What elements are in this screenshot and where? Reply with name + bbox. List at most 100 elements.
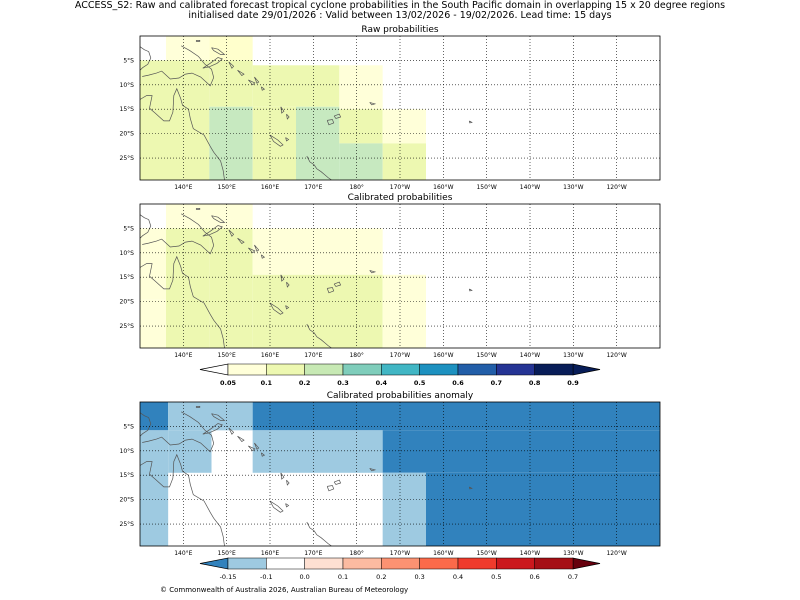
probability-cell: [382, 109, 426, 144]
map-content: [140, 204, 660, 348]
island-outline: [280, 472, 285, 480]
colorbar-tick-label: 0.4: [376, 379, 388, 387]
colorbar-tick-label: 0.9: [567, 379, 579, 387]
island-outline: [286, 281, 290, 288]
lat-tick-label: 10°S: [120, 448, 135, 455]
island-outline: [228, 229, 235, 237]
map-frame: [139, 401, 661, 547]
colorbar-tick-label: 0.5: [414, 379, 426, 387]
map-content: [140, 36, 660, 180]
island-outline: [326, 287, 335, 294]
colorbar-tick-label: 0.6: [529, 573, 539, 581]
island-outline: [285, 503, 290, 508]
island-outline: [248, 247, 256, 254]
coastline: [306, 155, 332, 180]
colorbar-segment: [534, 363, 574, 376]
island-outline: [254, 244, 260, 252]
colorbar-segment: [266, 557, 305, 570]
colorbar-tick-label: 0.1: [261, 379, 273, 387]
island-outline: [228, 61, 235, 69]
probability-cell: [140, 60, 166, 180]
probability-cell: [382, 143, 426, 180]
lon-tick-label: 170°W: [390, 550, 410, 557]
probability-cell: [209, 60, 253, 107]
lon-tick-label: 180°: [349, 550, 363, 557]
lat-tick-label: 10°S: [120, 82, 135, 89]
probability-cell: [166, 204, 253, 229]
probability-cell: [252, 430, 383, 473]
colorbar-segment: [304, 557, 344, 570]
island-outline: [269, 500, 284, 513]
lon-tick-label: 150°W: [476, 352, 496, 359]
colorbar-over-arrow: [572, 557, 601, 570]
lon-tick-label: 160°E: [261, 550, 279, 557]
lon-tick-label: 140°W: [520, 550, 540, 557]
lon-tick-label: 150°E: [218, 184, 236, 191]
lat-tick-label: 15°S: [120, 274, 135, 281]
lat-tick-label: 20°S: [120, 497, 135, 504]
colorbar-segment: [304, 363, 344, 376]
lon-tick-label: 160°W: [433, 352, 453, 359]
colorbar-segment: [266, 363, 305, 376]
island-outline: [211, 413, 226, 421]
island-outline: [248, 79, 256, 86]
lat-tick-label: 20°S: [120, 299, 135, 306]
probability-cell: [166, 60, 210, 180]
coastline: [140, 46, 152, 71]
coastline: [306, 521, 332, 546]
map-content: [140, 402, 660, 546]
lat-tick-label: 10°S: [120, 250, 135, 257]
coastline: [306, 323, 332, 348]
island-outline: [468, 486, 473, 490]
island-outline: [211, 215, 226, 223]
map-panel-2: Calibrated probabilities 140°E 150°E 160°E 1…: [120, 193, 661, 359]
lon-tick-label: 150°W: [476, 550, 496, 557]
lon-tick-label: 140°W: [520, 352, 540, 359]
lat-tick-label: 15°S: [120, 472, 135, 479]
island-outline: [369, 102, 377, 106]
island-outline: [202, 225, 224, 237]
colorbar-segment: [457, 363, 497, 376]
island-outline: [286, 479, 290, 486]
island-outline: [195, 40, 201, 42]
probability-cell: [339, 65, 383, 110]
lon-tick-label: 170°W: [390, 352, 410, 359]
probability-cell: [252, 228, 383, 275]
probability-cell: [252, 106, 296, 180]
island-outline: [286, 113, 290, 120]
panel-title: Calibrated probabilities anomaly: [327, 391, 474, 401]
figure-title: ACCESS_S2: Raw and calibrated forecast t…: [74, 0, 726, 11]
colorbar-tick-label: -0.15: [220, 573, 237, 581]
colorbar-tick-label: 0.6: [452, 379, 464, 387]
lon-tick-label: 120°W: [606, 184, 626, 191]
island-outline: [269, 302, 284, 315]
lon-tick-label: 140°W: [520, 184, 540, 191]
probability-cell: [168, 402, 253, 431]
lon-tick-label: 140°E: [174, 352, 192, 359]
colorbar-segment: [381, 557, 420, 570]
map-frame: [139, 203, 661, 349]
island-outline: [260, 86, 266, 91]
island-outline: [280, 274, 285, 282]
colorbar-tick-label: 0.0: [299, 573, 309, 581]
island-outline: [237, 237, 245, 244]
island-outline: [468, 288, 473, 292]
island-outline: [369, 468, 377, 472]
lon-tick-label: 170°E: [304, 184, 322, 191]
lon-tick-label: 160°W: [433, 184, 453, 191]
island-outline: [468, 120, 473, 124]
colorbar-segment: [496, 557, 535, 570]
lon-tick-label: 180°: [349, 184, 363, 191]
lon-tick-label: 140°E: [174, 550, 192, 557]
probability-cell: [252, 65, 340, 107]
colorbar-tick-label: 0.7: [568, 573, 578, 581]
coastline: [140, 87, 225, 180]
panel-title: Raw probabilities: [361, 25, 439, 35]
colorbar-segment: [419, 557, 459, 570]
colorbar-tick-label: 0.2: [376, 573, 386, 581]
island-outline: [254, 442, 260, 450]
copyright-footer: © Commonwealth of Australia 2026, Austra…: [160, 586, 409, 594]
colorbar-1: 0.05 0.1 0.2 0.3 0.4 0.5 0.6 0.7 0.8 0.9: [199, 363, 601, 387]
colorbar-segment: [227, 557, 267, 570]
island-outline: [237, 69, 245, 76]
